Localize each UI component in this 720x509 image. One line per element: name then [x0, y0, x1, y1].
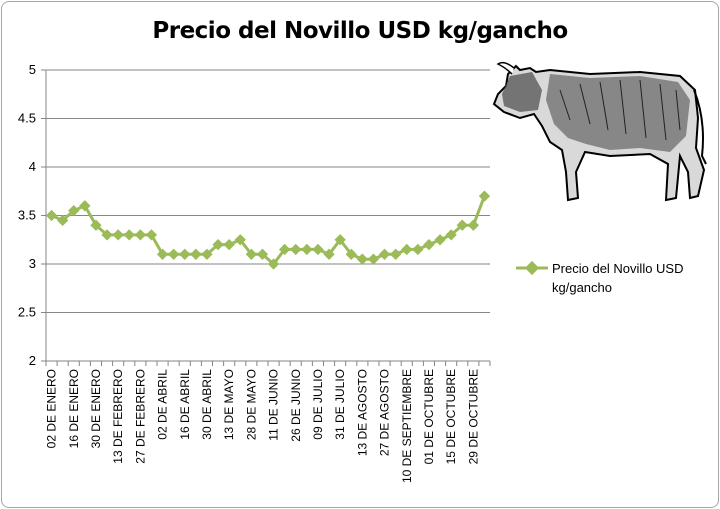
legend-swatch [516, 260, 548, 276]
x-tick-label: 02 DE ENERO [45, 369, 59, 448]
x-tick-label: 10 DE SEPTIEMBRE [400, 369, 414, 483]
data-point [345, 248, 357, 260]
bull-tail [693, 89, 707, 165]
x-tick-label: 13 DE MAYO [222, 369, 236, 440]
data-point [467, 219, 480, 231]
x-tick-label: 29 DE OCTUBRE [466, 369, 480, 464]
data-point [245, 248, 258, 260]
x-tick-label: 27 DE AGOSTO [378, 369, 392, 456]
data-point [212, 238, 224, 251]
y-tick-label: 2.5 [18, 305, 36, 320]
data-point [145, 229, 158, 241]
x-tick-label: 26 DE JUNIO [289, 369, 303, 442]
y-tick-label: 3 [29, 256, 36, 271]
y-tick-label: 4.5 [18, 111, 36, 126]
data-point [190, 248, 202, 260]
chart-title: Precio del Novillo USD kg/gancho [152, 18, 568, 44]
data-point [201, 248, 213, 260]
x-tick-label: 02 DE ABRIL [156, 369, 170, 440]
data-point [179, 248, 191, 260]
x-tick-label: 27 DE FEBRERO [133, 369, 147, 464]
x-tick-label: 28 DE MAYO [244, 369, 258, 440]
x-tick-label: 30 DE ABRIL [200, 369, 214, 440]
data-point [367, 253, 380, 265]
y-tick-label: 4 [29, 159, 36, 174]
bull-hatching [559, 79, 681, 141]
data-point [234, 234, 246, 246]
y-tick-label: 5 [29, 62, 36, 77]
data-point [334, 234, 346, 246]
y-tick-label: 2 [29, 353, 36, 368]
series-line [50, 195, 486, 266]
data-point [478, 190, 491, 202]
data-point [389, 248, 402, 260]
data-point [134, 229, 147, 241]
x-tick-label: 13 DE FEBRERO [111, 369, 125, 464]
data-point [412, 243, 424, 256]
data-point [434, 234, 446, 246]
data-point [401, 243, 413, 256]
legend-entry-label: Precio del Novillo USD kg/gancho [552, 261, 684, 295]
bull-illustration [492, 61, 707, 202]
x-tick-label: 15 DE OCTUBRE [444, 369, 458, 464]
series-plot [45, 190, 491, 270]
x-tick-label: 09 DE JULIO [311, 369, 325, 440]
x-tick-label: 16 DE ENERO [67, 369, 81, 448]
x-tick-label: 30 DE ENERO [89, 369, 103, 448]
data-point [378, 248, 391, 260]
x-tick-label: 31 DE JULIO [333, 369, 347, 440]
data-point [267, 258, 280, 270]
data-point [156, 248, 169, 260]
y-axis: 2 2.5 3 3.5 4 4.5 5 [18, 62, 47, 368]
data-point [423, 238, 435, 251]
data-point [223, 238, 235, 251]
data-point [290, 243, 302, 256]
x-tick-label: 01 DE OCTUBRE [422, 369, 436, 464]
data-point [301, 243, 313, 256]
data-point [112, 229, 124, 241]
x-axis: 02 DE ENERO 16 DE ENERO 30 DE ENERO 13 DE F… [45, 360, 491, 483]
data-point [278, 243, 291, 256]
data-point [456, 219, 468, 231]
data-point [45, 209, 58, 222]
x-tick-label: 13 DE AGOSTO [355, 369, 369, 456]
data-point [323, 248, 335, 260]
data-point [312, 243, 324, 256]
data-point [445, 229, 457, 241]
data-point [167, 248, 180, 260]
bull-head-shading [502, 72, 542, 112]
x-tick-label: 16 DE ABRIL [178, 369, 192, 440]
bull-horn [496, 61, 515, 75]
data-point [356, 253, 369, 265]
gridlines [46, 69, 490, 362]
data-point [256, 248, 269, 260]
data-point [123, 229, 135, 241]
x-tick-label: 11 DE JUNIO [267, 369, 281, 441]
y-tick-label: 3.5 [18, 208, 36, 223]
